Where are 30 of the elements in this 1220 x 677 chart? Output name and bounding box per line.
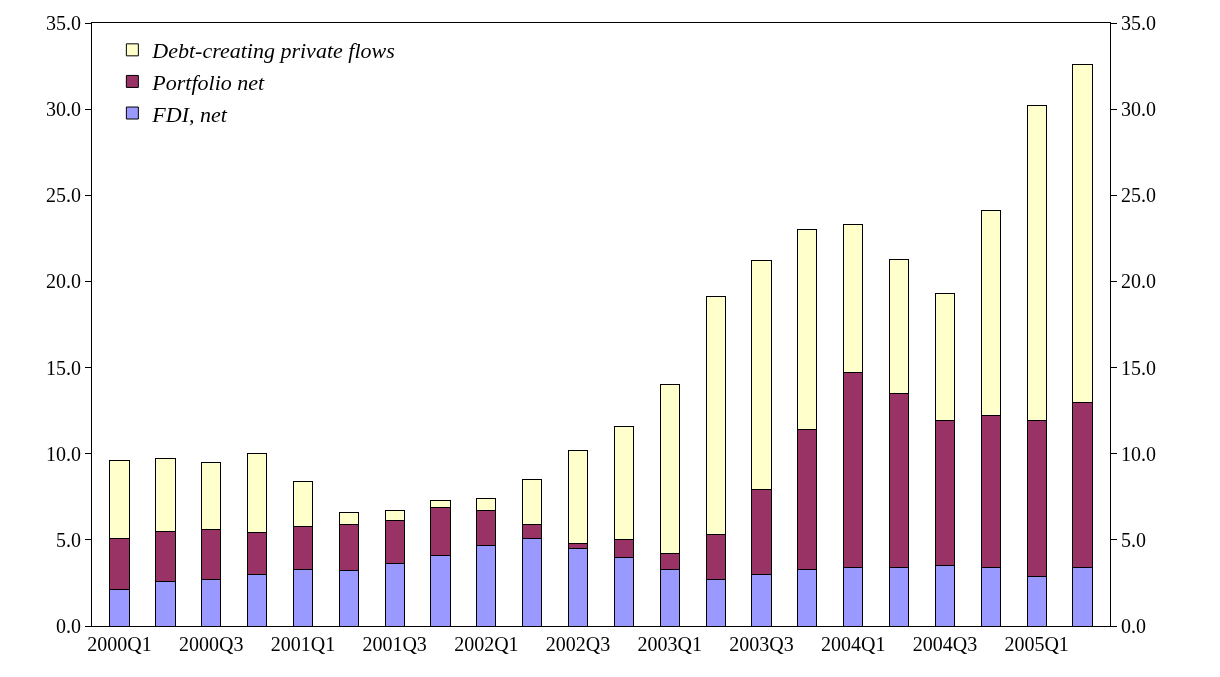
x-tick-label: 2005Q1	[1004, 633, 1069, 655]
x-tick-label: 2004Q1	[820, 633, 886, 655]
y-tick-label: 15.0	[46, 356, 81, 379]
legend-label: Portfolio net	[151, 70, 266, 96]
y2-tick-label: 30.0	[1121, 98, 1156, 121]
x-tick-label: 2000Q3	[179, 633, 244, 655]
y-tick-label: 5.0	[56, 528, 81, 551]
x-tick-label: 2001Q1	[270, 633, 336, 655]
y-tick-label: 30.0	[46, 98, 81, 121]
y-tick-label: 25.0	[46, 184, 81, 207]
x-tick-label: 2002Q1	[454, 633, 519, 655]
y2-tick-label: 5.0	[1121, 528, 1146, 551]
y2-tick-label: 20.0	[1121, 270, 1156, 293]
y2-tick-label: 15.0	[1121, 356, 1156, 379]
x-tick-label: 2002Q3	[545, 633, 611, 655]
x-tick-label: 2000Q1	[87, 633, 152, 655]
y2-tick-label: 0.0	[1121, 615, 1146, 637]
y-tick-label: 20.0	[46, 270, 81, 293]
legend-label: FDI, net	[151, 101, 228, 127]
y-tick-label: 10.0	[46, 442, 81, 465]
x-tick-label: 2004Q3	[912, 633, 978, 655]
x-tick-label: 2001Q3	[362, 633, 427, 655]
y-tick-label: 35.0	[46, 12, 81, 34]
x-tick-label: 2003Q3	[729, 633, 794, 655]
y2-tick-label: 35.0	[1121, 12, 1156, 34]
y-tick-label: 0.0	[56, 615, 81, 637]
y2-tick-label: 25.0	[1121, 184, 1156, 207]
y2-tick-label: 10.0	[1121, 442, 1156, 465]
x-tick-label: 2003Q1	[637, 633, 703, 655]
legend-label: Debt-creating private flows	[151, 38, 395, 64]
